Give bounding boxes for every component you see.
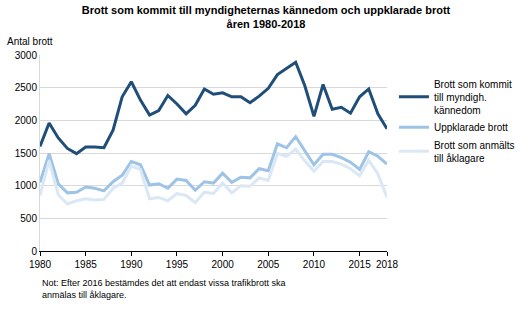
svg-text:2000: 2000 [212,259,235,270]
svg-text:2005: 2005 [257,259,280,270]
svg-text:2500: 2500 [15,82,38,93]
svg-text:1000: 1000 [15,180,38,191]
svg-text:2010: 2010 [303,259,326,270]
svg-text:Brott som anmältstill åklagare: Brott som anmältstill åklagare [434,140,515,164]
svg-text:2018: 2018 [376,259,399,270]
svg-text:Antal brott: Antal brott [7,36,53,47]
svg-text:0: 0 [31,246,37,257]
svg-text:2015: 2015 [348,259,371,270]
svg-text:2000: 2000 [15,115,38,126]
svg-text:1500: 1500 [15,148,38,159]
svg-text:1990: 1990 [120,259,143,270]
svg-text:1985: 1985 [75,259,98,270]
svg-text:Brott som kommittill myndigh.k: Brott som kommittill myndigh.kännedom [434,79,512,116]
svg-text:Brott som kommit till myndighe: Brott som kommit till myndigheternas kän… [82,4,451,30]
svg-text:Uppklarade brott: Uppklarade brott [434,122,508,133]
svg-text:1995: 1995 [166,259,189,270]
svg-text:Not: Efter 2016 bestämdes det: Not: Efter 2016 bestämdes det att endast… [42,278,286,300]
svg-text:3000: 3000 [15,50,38,61]
svg-text:500: 500 [20,213,37,224]
svg-text:1980: 1980 [29,259,52,270]
